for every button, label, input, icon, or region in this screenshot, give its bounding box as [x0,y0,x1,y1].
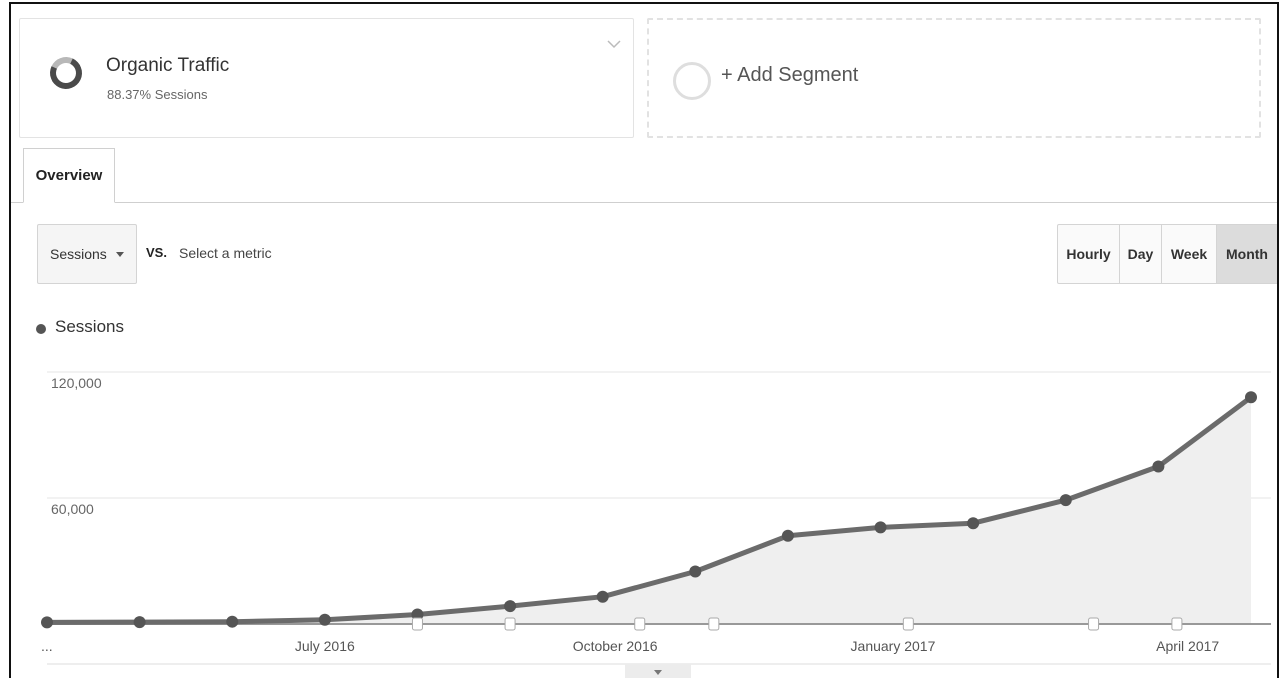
sessions-point [967,517,980,530]
sessions-point [596,590,609,603]
dropdown-caret-icon [115,251,124,257]
granularity-day-button[interactable]: Day [1120,225,1162,283]
sessions-line [46,395,1253,625]
add-segment-label: + Add Segment [721,64,859,86]
sessions-point [41,616,53,629]
y-tick-label: 120,000 [51,375,102,391]
annotation-marker-icon [504,617,516,631]
vs-label: VS. [146,245,167,260]
empty-segment-icon [673,62,711,100]
sessions-point [226,615,239,628]
legend-dot-icon [36,324,46,334]
annotation-marker-icon [902,617,914,631]
annotation-marker-icon [634,617,646,631]
granularity-month-button[interactable]: Month [1217,225,1277,283]
tab-overview[interactable]: Overview [23,148,115,203]
annotation-marker-icon [1171,617,1183,631]
annotation-marker-icon [411,617,423,631]
sessions-point [1152,460,1165,473]
y-tick-label: 60,000 [51,501,94,517]
granularity-toggle: Hourly Day Week Month [1057,224,1277,284]
sessions-area [47,397,1251,624]
sessions-point [874,521,887,534]
add-segment-card[interactable]: + Add Segment [647,18,1261,138]
triangle-down-icon [654,669,662,675]
granularity-week-button[interactable]: Week [1162,225,1217,283]
sessions-point [504,600,517,613]
sessions-point [1245,391,1257,404]
x-tick-label: ... [41,638,53,654]
metric-dropdown-label: Sessions [50,246,107,262]
sessions-point [781,529,794,542]
sessions-point [318,613,331,626]
sessions-point [133,616,146,629]
sessions-point [1059,494,1072,507]
sessions-chart: 60,000 120,000... July 2016 October 2016 Jan… [41,371,1271,665]
segment-title: Organic Traffic [106,55,230,76]
x-tick-label: July 2016 [295,638,355,654]
collapse-chart-toggle[interactable] [625,664,691,678]
granularity-hourly-button[interactable]: Hourly [1058,225,1120,283]
annotation-marker-icon [708,617,720,631]
x-tick-label: April 2017 [1156,638,1219,654]
legend-label: Sessions [55,317,124,336]
organic-traffic-segment[interactable]: Organic Traffic 88.37% Sessions [19,18,634,138]
metric-dropdown[interactable]: Sessions [37,224,137,284]
sessions-point [689,565,702,578]
chevron-down-icon[interactable] [605,35,623,53]
segment-subtitle: 88.37% Sessions [107,87,208,102]
tab-bar-divider [11,202,1277,203]
x-tick-label: October 2016 [573,638,658,654]
annotation-marker-icon [1088,617,1100,631]
select-metric-link[interactable]: Select a metric [179,245,272,261]
analytics-panel: Organic Traffic 88.37% Sessions + Add Se… [9,2,1279,678]
x-tick-label: January 2017 [851,638,936,654]
